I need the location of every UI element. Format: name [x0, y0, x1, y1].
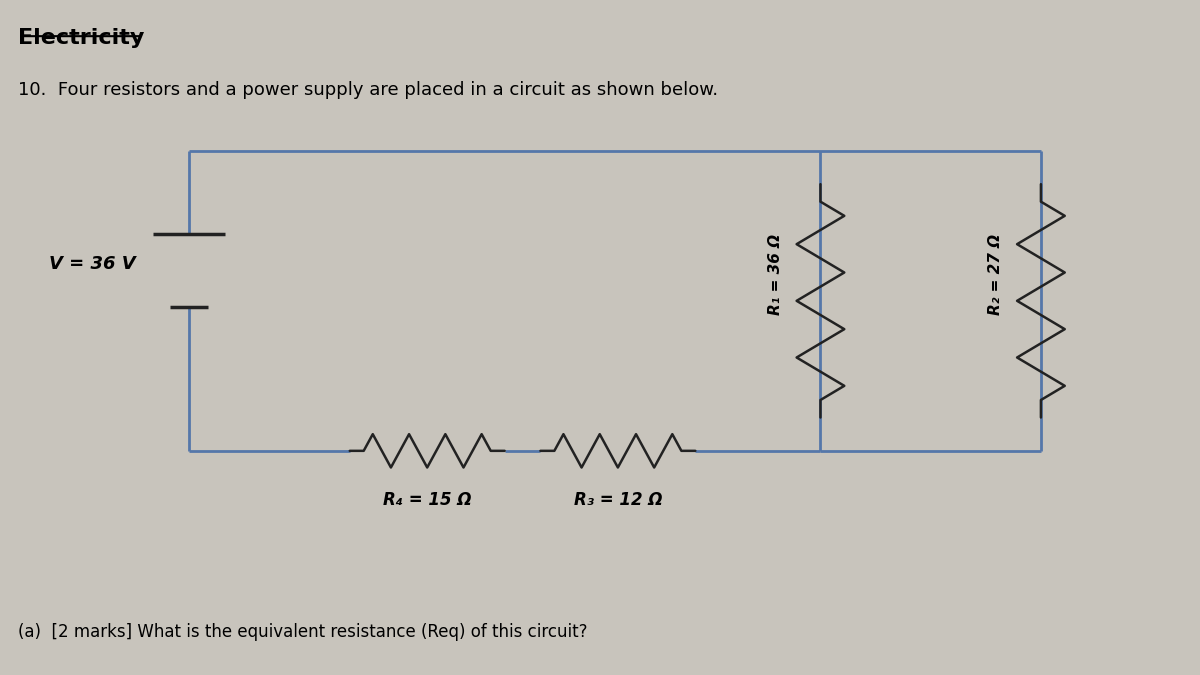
Text: Electricity: Electricity	[18, 28, 145, 47]
Text: R₄ = 15 Ω: R₄ = 15 Ω	[383, 491, 472, 509]
Text: 10.  Four resistors and a power supply are placed in a circuit as shown below.: 10. Four resistors and a power supply ar…	[18, 81, 719, 99]
Text: R₁ = 36 Ω: R₁ = 36 Ω	[768, 234, 782, 315]
Text: V = 36 V: V = 36 V	[49, 255, 136, 273]
Text: R₃ = 12 Ω: R₃ = 12 Ω	[574, 491, 662, 509]
Text: (a)  [2 marks] What is the equivalent resistance (Req) of this circuit?: (a) [2 marks] What is the equivalent res…	[18, 623, 588, 641]
Text: R₂ = 27 Ω: R₂ = 27 Ω	[988, 234, 1003, 315]
